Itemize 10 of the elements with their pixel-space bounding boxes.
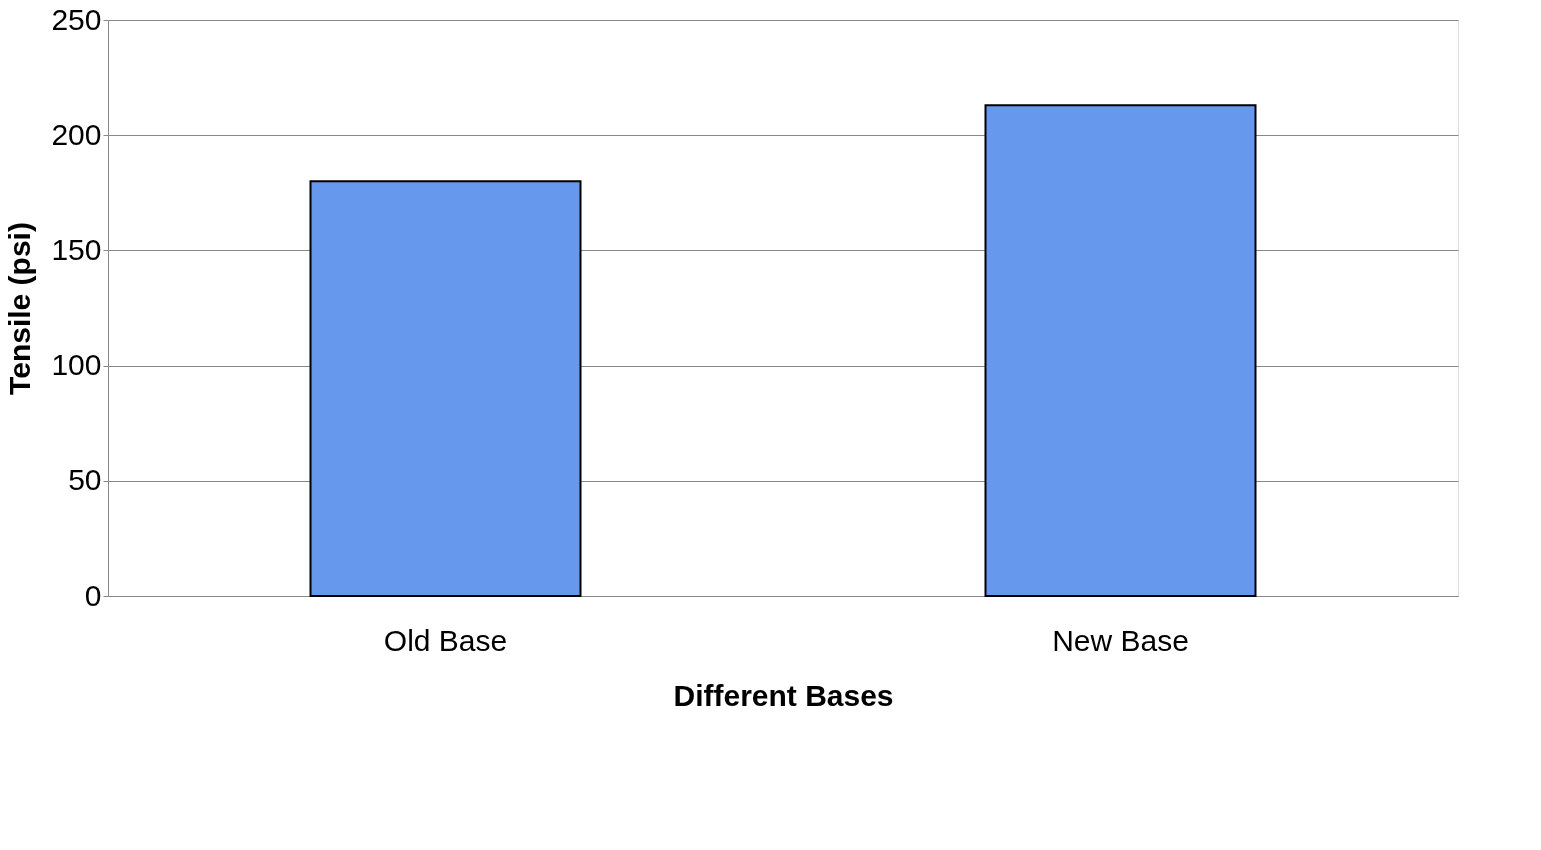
y-axis-title: Tensile (psi) [3, 222, 37, 395]
y-tick-label: 150 [51, 232, 102, 266]
x-axis-title: Different Bases [673, 678, 894, 712]
x-tick-label: Old Base [383, 623, 508, 657]
y-tick-label: 0 [84, 578, 102, 612]
y-tick-label: 100 [51, 348, 102, 382]
y-tick-label: 200 [51, 117, 102, 151]
y-tick-label: 250 [51, 2, 102, 36]
x-tick-label: New Base [1052, 623, 1189, 657]
y-tick-label: 50 [68, 463, 102, 497]
